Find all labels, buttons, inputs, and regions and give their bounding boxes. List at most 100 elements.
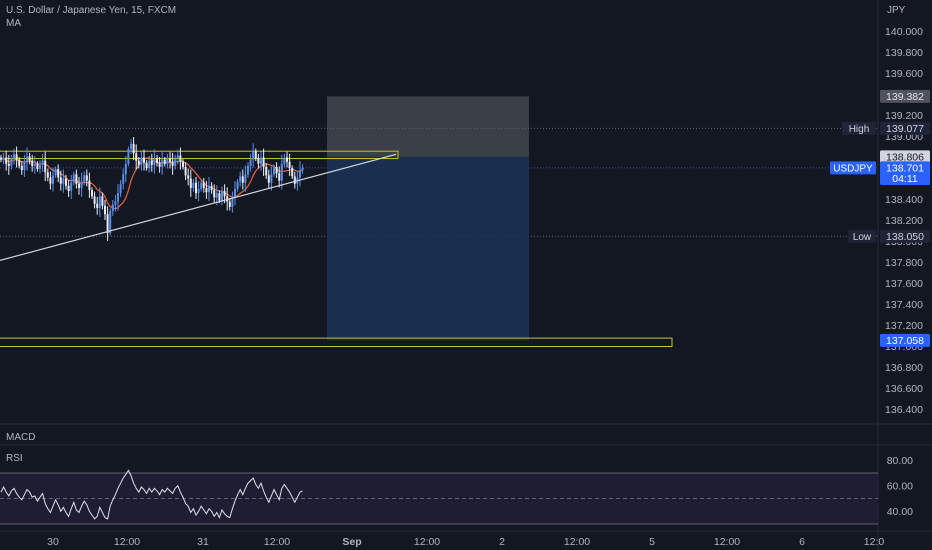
- price-tick-label: 136.800: [885, 362, 923, 374]
- candlesticks: [0, 137, 304, 241]
- candle-body: [62, 178, 65, 184]
- candle-body: [39, 164, 41, 170]
- candle-body: [228, 201, 231, 207]
- candle-body: [150, 160, 153, 165]
- candle-body: [231, 197, 234, 207]
- candle-body: [254, 151, 257, 159]
- candle-body: [104, 205, 106, 215]
- price-tick-label: 136.600: [885, 383, 923, 395]
- rsi-band: [0, 473, 878, 524]
- candle-body: [78, 183, 80, 188]
- candle-body: [249, 159, 252, 166]
- candle-body: [213, 190, 216, 198]
- candle-body: [31, 160, 34, 166]
- macd-pane-label[interactable]: MACD: [6, 432, 36, 443]
- time-tick-label: 12:00: [564, 536, 590, 548]
- stop-loss-zone: [327, 96, 529, 157]
- price-badge: [880, 172, 930, 185]
- rsi-tick-label: 60.00: [887, 480, 913, 492]
- support-zone: [0, 337, 673, 348]
- candle-body: [171, 161, 174, 166]
- candle-body: [140, 157, 143, 165]
- candle-body: [234, 189, 236, 198]
- price-badge: [880, 161, 930, 175]
- price-badge-text: 04:11: [892, 173, 918, 185]
- candle-body: [195, 182, 197, 194]
- candle-body: [44, 160, 47, 173]
- candle-body: [101, 196, 104, 206]
- candle-body: [28, 156, 31, 161]
- time-tick-label: 12:00: [264, 536, 290, 548]
- candle-body: [109, 211, 112, 234]
- time-tick-label: 2: [499, 536, 505, 548]
- candle-body: [117, 193, 119, 202]
- candle-body: [10, 158, 13, 166]
- time-tick-label: 5: [649, 536, 655, 548]
- price-axis[interactable]: 140.000139.800139.600139.400139.200139.0…: [885, 26, 923, 416]
- candle-body: [0, 157, 2, 160]
- price-tick-label: 137.200: [885, 320, 923, 332]
- candle-body: [80, 181, 83, 188]
- price-tick-label: 137.400: [885, 299, 923, 311]
- candle-body: [88, 180, 91, 191]
- candle-body: [273, 166, 275, 175]
- rsi-pane-label[interactable]: RSI: [6, 453, 23, 464]
- candle-body: [210, 185, 213, 191]
- candle-body: [208, 185, 210, 193]
- candle-body: [72, 174, 75, 183]
- candle-body: [33, 163, 36, 166]
- candle-body: [122, 174, 125, 184]
- price-tag-text: USDJPY: [833, 163, 873, 174]
- rsi-tick-label: 80.00: [887, 455, 913, 467]
- candle-body: [260, 157, 262, 164]
- candle-body: [283, 157, 286, 164]
- short-position-tool[interactable]: [327, 96, 529, 341]
- candle-body: [67, 185, 70, 192]
- trendline[interactable]: [0, 153, 397, 261]
- candle-body: [156, 158, 158, 163]
- candle-body: [291, 168, 294, 177]
- support-resistance-zones[interactable]: [0, 150, 673, 348]
- price-badge-text: 138.701: [886, 162, 924, 174]
- candle-body: [301, 168, 304, 171]
- rsi-line: [0, 469, 303, 520]
- resistance-zone: [0, 150, 399, 160]
- price-tick-label: 140.000: [885, 26, 923, 38]
- price-badge: [880, 89, 930, 103]
- take-profit-zone: [327, 156, 529, 341]
- candle-body: [286, 157, 288, 162]
- symbol-title[interactable]: U.S. Dollar / Japanese Yen, 15, FXCM: [6, 5, 177, 16]
- rsi-tick-label: 40.00: [887, 506, 913, 518]
- candle-body: [114, 201, 117, 205]
- price-tick-label: 137.600: [885, 278, 923, 290]
- candle-body: [163, 159, 166, 164]
- candle-body: [166, 158, 169, 164]
- candle-body: [179, 155, 182, 162]
- time-axis[interactable]: 30 12:00 31 12:00 Sep 12:00 2 12:00 5 12:00 6 12:0: [47, 536, 884, 548]
- candle-body: [197, 189, 200, 194]
- ma-indicator-label[interactable]: MA: [6, 18, 21, 29]
- price-tick-label: 138.400: [885, 194, 923, 206]
- price-tick-label: 138.200: [885, 215, 923, 227]
- candle-body: [137, 160, 140, 165]
- candle-body: [127, 149, 130, 164]
- candle-body: [132, 143, 135, 154]
- candle-body: [176, 155, 179, 159]
- currency-label: JPY: [887, 5, 906, 16]
- candle-body: [221, 191, 223, 201]
- price-badge-text: 138.806: [886, 151, 924, 163]
- time-tick-label: Sep: [342, 536, 361, 548]
- candle-body: [130, 143, 132, 150]
- candle-body: [57, 169, 60, 178]
- candle-body: [153, 158, 156, 165]
- candle-body: [148, 160, 151, 168]
- price-tick-label: 139.200: [885, 110, 923, 122]
- candle-body: [174, 158, 177, 166]
- candle-body: [83, 175, 86, 182]
- candle-body: [20, 165, 23, 171]
- candle-body: [65, 178, 67, 186]
- time-tick-label: 12:00: [114, 536, 140, 548]
- time-tick-label: 12:00: [414, 536, 440, 548]
- candle-body: [26, 156, 28, 162]
